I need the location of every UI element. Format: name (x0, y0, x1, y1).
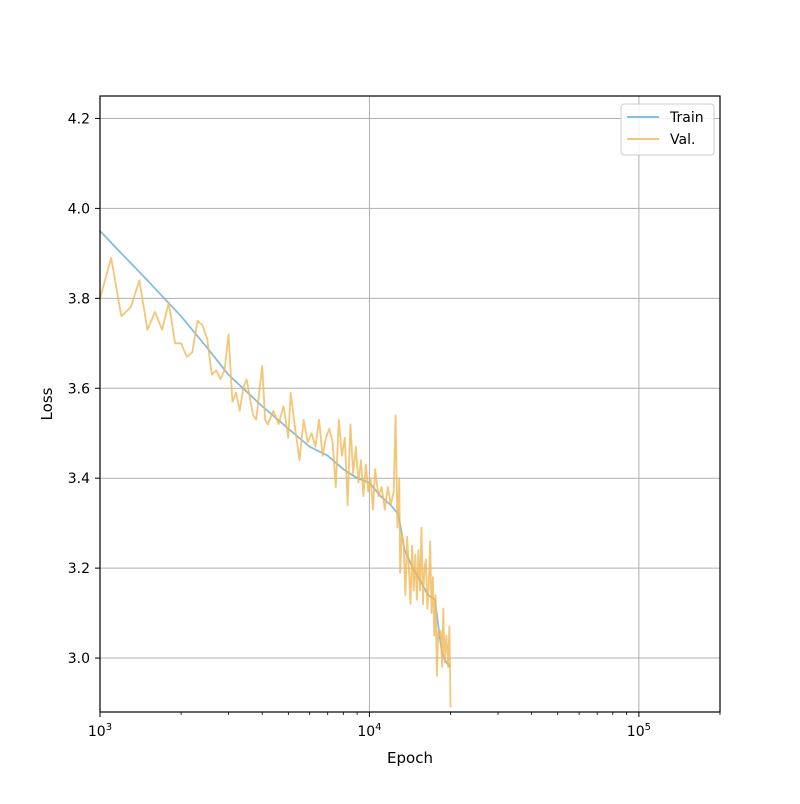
y-axis-label: Loss (38, 387, 56, 420)
x-tick-label: 105 (627, 722, 651, 740)
y-tick-label: 4.2 (68, 111, 90, 127)
y-tick-label: 3.0 (68, 651, 90, 667)
series-layer (99, 230, 452, 708)
x-tick-label: 103 (88, 722, 112, 740)
x-tick-label: 104 (357, 722, 381, 740)
y-tick-label: 3.6 (68, 381, 90, 397)
x-axis-label: Epoch (387, 749, 433, 767)
legend: Train Val. (620, 103, 715, 156)
plot-frame (99, 95, 721, 713)
val-series-line (99, 256, 452, 708)
y-tick-label: 3.4 (68, 471, 90, 487)
tick-layer: 3.0 3.2 3.4 3.6 3.8 4.0 4.2 103 104 105 (68, 111, 651, 740)
y-tick-label: 3.8 (68, 291, 90, 307)
y-tick-label: 3.2 (68, 561, 90, 577)
legend-label-train: Train (669, 110, 704, 126)
y-tick-label: 4.0 (68, 201, 90, 217)
legend-label-val: Val. (670, 132, 695, 148)
